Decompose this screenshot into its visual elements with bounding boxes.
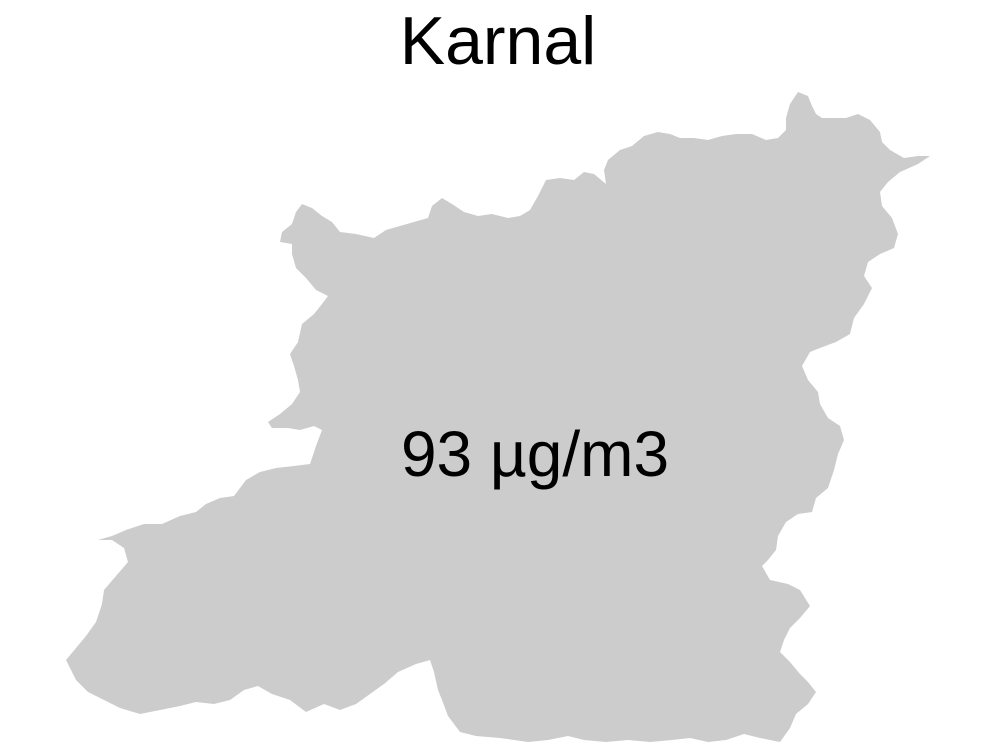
district-region-karnal <box>66 92 930 742</box>
map-title: Karnal <box>399 3 597 79</box>
region-value-label: 93 µg/m3 <box>400 418 670 490</box>
